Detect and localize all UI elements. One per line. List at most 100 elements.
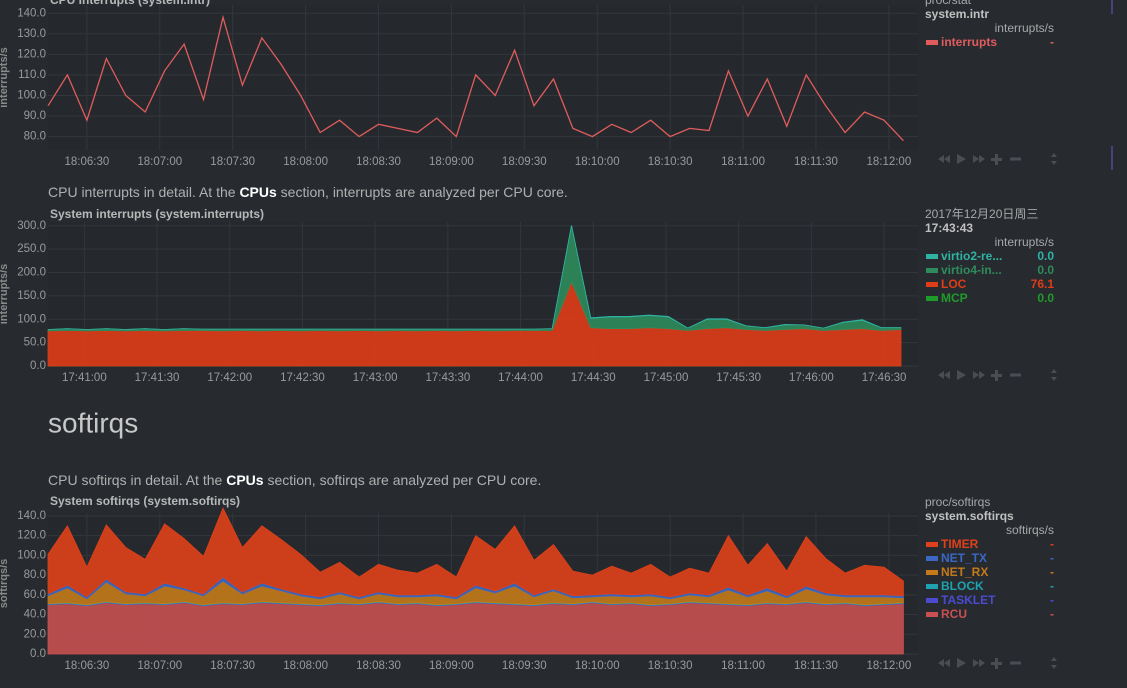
x-tick-label: 18:09:00	[429, 156, 474, 168]
x-tick-label: 17:41:30	[135, 372, 180, 384]
y-tick-label: 20.0	[24, 628, 46, 640]
x-tick-label: 18:07:00	[137, 156, 182, 168]
legend-value: -	[1050, 593, 1054, 607]
y-tick-label: 80.0	[24, 569, 46, 581]
toolbox-icon	[991, 370, 1002, 381]
legend-name[interactable]: virtio4-in...	[941, 263, 1002, 277]
legend-units: softirqs/s	[1006, 523, 1054, 537]
legend-source: proc/stat	[925, 0, 972, 7]
x-tick-label: 17:44:00	[498, 372, 543, 384]
x-tick-label: 17:45:00	[644, 372, 689, 384]
chart-description: CPU softirqs in detail. At the CPUs sect…	[48, 472, 541, 488]
x-tick-label: 17:42:30	[280, 372, 325, 384]
description-text: CPU softirqs in detail. At the	[48, 472, 226, 488]
legend-name[interactable]: TIMER	[941, 537, 979, 551]
legend-swatch	[926, 296, 938, 301]
x-tick-label: 17:45:30	[716, 372, 761, 384]
legend-time: 17:43:43	[925, 221, 973, 235]
series-line	[47, 14, 904, 142]
legend-swatch	[926, 570, 938, 575]
legend-swatch	[926, 254, 938, 259]
y-tick-label: 110.0	[18, 69, 46, 81]
x-tick-label: 17:42:00	[207, 372, 252, 384]
x-tick-label: 18:06:30	[64, 660, 109, 672]
x-tick-label: 18:06:30	[64, 156, 109, 168]
legend-value: -	[1050, 565, 1054, 579]
y-tick-label: 0.0	[30, 360, 46, 372]
legend-name[interactable]: TASKLET	[941, 593, 996, 607]
y-axis-label: softirqs/s	[0, 559, 10, 609]
legend-name[interactable]: virtio2-re...	[941, 249, 1002, 263]
description-link[interactable]: CPUs	[226, 472, 264, 488]
chart-title: CPU Interrupts (system.intr)	[50, 0, 210, 7]
chart-title: System softirqs (system.softirqs)	[50, 494, 240, 508]
legend-name[interactable]: RCU	[941, 607, 967, 621]
x-tick-label: 18:07:00	[137, 660, 182, 672]
y-tick-label: 200.0	[17, 267, 46, 279]
toolbox-icon	[1010, 157, 1021, 161]
toolbox-icon	[1051, 657, 1057, 669]
toolbox-icon	[1010, 373, 1021, 377]
legend-name[interactable]: LOC	[941, 277, 967, 291]
description-text: section, interrupts are analyzed per CPU…	[277, 184, 568, 200]
legend-units: interrupts/s	[995, 21, 1054, 35]
y-tick-label: 300.0	[17, 220, 46, 232]
x-tick-label: 18:11:00	[721, 660, 765, 672]
y-tick-label: 100.0	[17, 313, 46, 325]
legend-value: 0.0	[1037, 291, 1054, 305]
y-tick-label: 100.0	[17, 90, 46, 102]
description-text: section, softirqs are analyzed per CPU c…	[264, 472, 542, 488]
x-tick-label: 17:44:30	[571, 372, 616, 384]
legend-name[interactable]: interrupts	[941, 35, 997, 49]
chart-toolbox[interactable]	[938, 153, 1057, 165]
legend-name[interactable]: NET_RX	[941, 565, 988, 579]
legend-name[interactable]: BLOCK	[941, 579, 984, 593]
toolbox-icon	[957, 370, 966, 380]
chart-toolbox[interactable]	[938, 369, 1057, 381]
toolbox-icon	[938, 371, 950, 379]
x-tick-label: 18:08:00	[283, 660, 328, 672]
y-tick-label: 140.0	[17, 510, 46, 522]
legend-date: 2017年12月20日周三	[925, 207, 1038, 221]
description-link[interactable]: CPUs	[239, 184, 277, 200]
y-tick-label: 80.0	[24, 131, 46, 143]
chart-title: System interrupts (system.interrupts)	[50, 207, 264, 221]
legend-source: proc/softirqs	[925, 495, 990, 509]
series-area	[47, 602, 904, 655]
x-tick-label: 18:11:30	[794, 660, 838, 672]
series-area	[47, 507, 904, 598]
toolbox-icon	[991, 658, 1002, 669]
legend-value: -	[1050, 551, 1054, 565]
y-tick-label: 130.0	[17, 28, 46, 40]
legend-chart-id: system.softirqs	[925, 509, 1014, 523]
x-tick-label: 17:46:00	[789, 372, 834, 384]
legend-name[interactable]: NET_TX	[941, 551, 987, 565]
x-tick-label: 18:10:30	[648, 156, 693, 168]
legend-swatch	[926, 598, 938, 603]
toolbox-icon	[1010, 661, 1021, 665]
legend-chart-id: system.intr	[925, 7, 989, 21]
y-tick-label: 150.0	[17, 290, 46, 302]
y-tick-label: 120.0	[17, 48, 46, 60]
chart-description: CPU interrupts in detail. At the CPUs se…	[48, 184, 568, 200]
legend-value: -	[1050, 607, 1054, 621]
y-tick-label: 100.0	[17, 549, 46, 561]
legend-swatch	[926, 282, 938, 287]
x-tick-label: 18:09:00	[429, 660, 474, 672]
x-tick-label: 18:08:30	[356, 660, 401, 672]
x-tick-label: 18:10:30	[648, 660, 693, 672]
x-tick-label: 18:12:00	[866, 156, 911, 168]
toolbox-icon	[973, 371, 985, 379]
x-tick-label: 18:09:30	[502, 156, 547, 168]
x-tick-label: 18:11:00	[721, 156, 765, 168]
y-axis-label: interrupts/s	[0, 47, 10, 108]
y-tick-label: 40.0	[24, 609, 46, 621]
y-tick-label: 0.0	[30, 648, 46, 660]
x-tick-label: 18:07:30	[210, 156, 255, 168]
chart-toolbox[interactable]	[938, 657, 1057, 669]
legend-name[interactable]: MCP	[941, 291, 968, 305]
toolbox-icon	[938, 155, 950, 163]
legend-units: interrupts/s	[995, 235, 1054, 249]
toolbox-icon	[1051, 369, 1057, 381]
